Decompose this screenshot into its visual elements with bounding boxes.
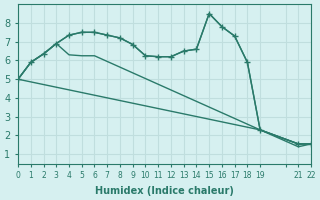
X-axis label: Humidex (Indice chaleur): Humidex (Indice chaleur) xyxy=(95,186,234,196)
